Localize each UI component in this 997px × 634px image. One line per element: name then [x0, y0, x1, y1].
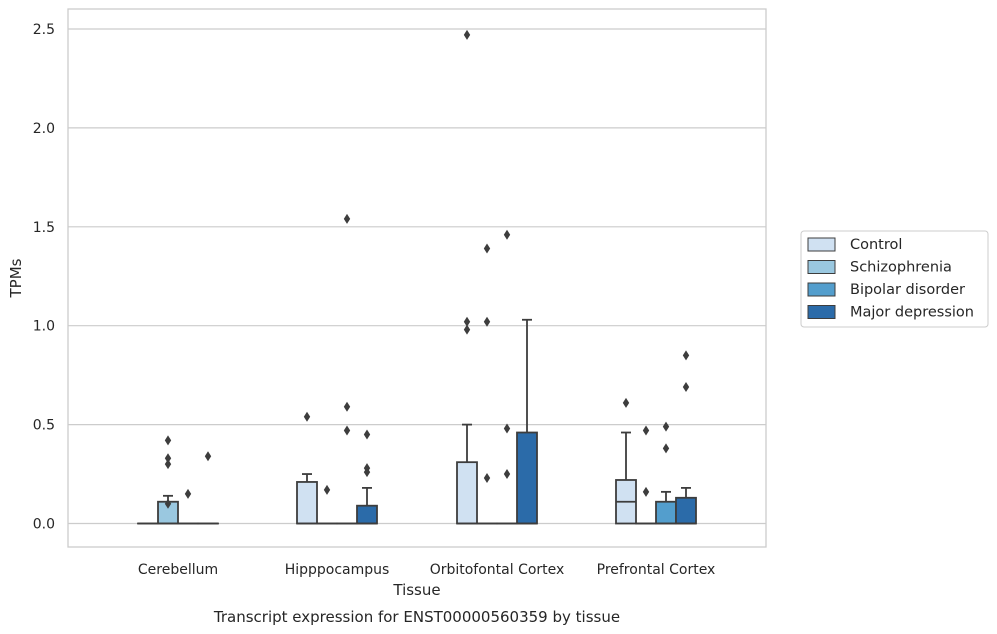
- legend-label: Schizophrenia: [850, 260, 952, 276]
- outlier-point: [483, 316, 491, 327]
- box-major-depression-1: [356, 429, 378, 525]
- outlier-point: [363, 429, 371, 440]
- outlier-point: [662, 443, 670, 454]
- box-control-2: [456, 29, 478, 525]
- legend-label: Major depression: [850, 305, 974, 321]
- legend: Control Schizophrenia Bipolar disorder Majo…: [800, 230, 989, 328]
- outlier-point: [622, 397, 630, 408]
- legend-swatch: [807, 260, 836, 274]
- boxes: [137, 29, 697, 525]
- outlier-point: [642, 425, 650, 436]
- x-tick-label: Hipppocampus: [285, 562, 390, 578]
- box-major-depression-0: [197, 451, 219, 525]
- outlier-point: [642, 486, 650, 497]
- outlier-point: [184, 488, 192, 499]
- legend-label: Bipolar disorder: [850, 282, 965, 298]
- box-control-3: [615, 397, 637, 525]
- outlier-point: [343, 213, 351, 224]
- y-tick-label: 1.0: [33, 319, 55, 335]
- x-axis-label: Tissue: [392, 581, 440, 599]
- outlier-point: [483, 243, 491, 254]
- legend-swatch: [807, 237, 836, 252]
- outlier-point: [463, 324, 471, 335]
- chart-caption: Transcript expression for ENST0000056035…: [213, 608, 620, 626]
- legend-label: Control: [850, 237, 902, 253]
- outlier-point: [503, 229, 511, 240]
- box-body: [516, 431, 538, 525]
- plot-frame: [67, 8, 767, 548]
- y-tick-label: 0.5: [33, 418, 55, 434]
- box-body: [655, 500, 677, 525]
- legend-swatch: [807, 305, 836, 319]
- outlier-point: [323, 484, 331, 495]
- box-major-depression-2: [516, 318, 538, 525]
- y-tick-labels: 0.0 0.5 1.0 1.5 2.0 2.5: [33, 22, 55, 533]
- plot-area: [68, 9, 766, 547]
- y-tick-label: 1.5: [33, 220, 55, 236]
- box-control-1: [296, 411, 318, 525]
- outlier-point: [503, 469, 511, 480]
- outlier-point: [343, 425, 351, 436]
- y-tick-label: 0.0: [33, 517, 55, 533]
- legend-frame: [800, 230, 989, 328]
- outlier-point: [363, 463, 371, 474]
- y-tick-label: 2.5: [33, 22, 55, 38]
- outlier-point: [483, 473, 491, 484]
- x-tick-label: Cerebellum: [138, 562, 218, 578]
- outlier-point: [463, 316, 471, 327]
- box-body: [675, 496, 697, 525]
- box-body: [356, 504, 378, 525]
- box-major-depression-3: [675, 350, 697, 525]
- outlier-point: [164, 459, 172, 470]
- outlier-point: [164, 498, 172, 509]
- box-bipolar-disorder-2: [496, 229, 518, 525]
- outlier-point: [682, 350, 690, 361]
- outlier-point: [164, 435, 172, 446]
- box-schizophrenia-3: [635, 425, 657, 525]
- outlier-point: [463, 29, 471, 40]
- outlier-point: [503, 423, 511, 434]
- x-tick-label: Prefrontal Cortex: [597, 562, 716, 578]
- outlier-point: [303, 411, 311, 422]
- outlier-point: [662, 421, 670, 432]
- outlier-point: [204, 451, 212, 462]
- y-tick-label: 2.0: [33, 121, 55, 137]
- box-bipolar-disorder-3: [655, 421, 677, 525]
- outlier-point: [164, 453, 172, 464]
- outlier-point: [682, 382, 690, 393]
- box-body: [296, 481, 318, 525]
- outlier-point: [343, 401, 351, 412]
- box-schizophrenia-0: [157, 435, 179, 525]
- legend-swatch: [807, 282, 836, 297]
- x-tick-label: Orbitofontal Cortex: [430, 562, 565, 578]
- x-tick-labels: Cerebellum Hipppocampus Orbitofontal Corte…: [138, 562, 715, 578]
- box-body: [456, 461, 478, 525]
- y-axis-label: TPMs: [7, 258, 25, 298]
